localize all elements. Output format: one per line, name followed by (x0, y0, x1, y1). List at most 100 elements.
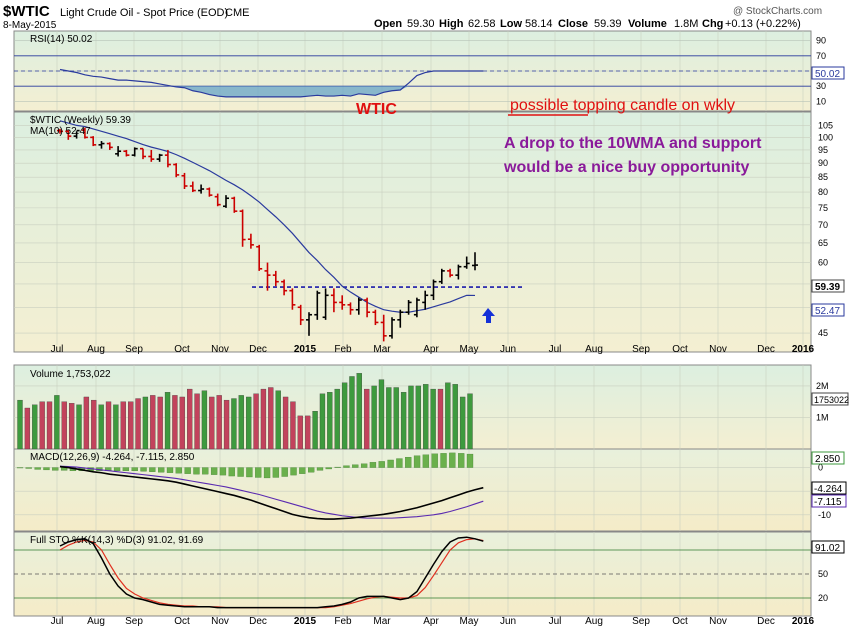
x-tick-label: Aug (585, 616, 603, 627)
volume-bar (105, 401, 112, 450)
volume-bar (142, 396, 149, 450)
volume-bar (378, 379, 385, 450)
price-tick-label: 70 (818, 220, 828, 230)
macd-histogram-bar (352, 464, 359, 468)
ohlc-bar (339, 295, 346, 310)
macd-histogram-bar (25, 467, 32, 469)
ohlc-bar (206, 187, 213, 197)
price-tick-label: 80 (818, 187, 828, 197)
chg-value: +0.13 (+0.22%) (725, 18, 801, 30)
x-tick-label: Apr (423, 616, 439, 627)
ohlc-bar (256, 244, 263, 271)
sto-legend: Full STO %K(14,3) %D(3) 91.02, 91.69 (30, 535, 204, 546)
volume-bar (268, 387, 274, 450)
open-label: Open (374, 18, 402, 30)
macd-histogram-bar (131, 467, 138, 472)
ohlc-bar (380, 314, 387, 342)
drop-annotation-line2: would be a nice buy opportunity (503, 159, 749, 176)
macd-legend: MACD(12,26,9) -4.264, -7.115, 2.850 (30, 452, 195, 463)
volume-bar (408, 385, 414, 450)
annotations: WTIC possible topping candle on wkly A d… (356, 97, 762, 323)
volume-value-tag (811, 392, 849, 406)
volume-bar (32, 404, 38, 450)
sto-value-tag (811, 540, 845, 554)
macd-tick-label: 0 (818, 463, 823, 473)
ohlc-bar (355, 297, 362, 315)
x-tick-label: Jul (549, 616, 562, 627)
up-arrow-icon (482, 308, 495, 323)
volume-bar (135, 398, 141, 450)
ohlc-bar (272, 270, 279, 287)
signal-value: -7.115 (814, 497, 842, 508)
volume-bar (68, 403, 75, 450)
volume-bar (216, 395, 222, 450)
volume-bar (386, 387, 392, 450)
sto-value: 91.02 (815, 543, 840, 554)
ohlc-bar (314, 290, 321, 320)
ohlc-bar (231, 196, 238, 213)
volume-bar (260, 388, 267, 450)
macd-histogram-bar (272, 467, 280, 478)
ohlc-bar (447, 268, 454, 278)
volume-bar (327, 392, 333, 450)
x-tick-label: Feb (334, 616, 352, 627)
x-tick-label: Oct (174, 616, 190, 627)
macd-value-tag (811, 481, 847, 495)
macd-histogram-bar (113, 467, 121, 472)
macd-tick-label: -10 (818, 510, 831, 520)
ohlc-bar (463, 256, 470, 269)
macd-histogram-bar (263, 467, 271, 479)
volume-bar (238, 395, 244, 450)
price-tick-label: 85 (818, 172, 828, 182)
macd-histogram-bar (290, 467, 297, 476)
volume-bar (91, 399, 97, 450)
macd-histogram-bar (149, 467, 156, 472)
price-tick-label: 75 (818, 203, 828, 213)
volume-bar (253, 393, 259, 450)
macd-histogram-bar (299, 467, 306, 474)
price-tick-label: 95 (818, 145, 828, 155)
x-tick-label: Mar (373, 344, 391, 355)
macd-histogram-bar (405, 456, 412, 468)
ohlc-bar (181, 172, 188, 190)
volume-bar (83, 396, 90, 450)
macd-layer (16, 452, 484, 520)
macd-histogram-bar (202, 467, 209, 475)
macd-histogram-bar (458, 453, 465, 468)
ohlc-bar (247, 233, 254, 249)
volume-bar (187, 388, 193, 450)
macd-histogram-bar (281, 467, 288, 477)
macd-histogram-bar (43, 467, 50, 471)
volume-bar (349, 376, 355, 450)
panel-frames (13, 30, 812, 617)
volume-bar (452, 384, 458, 450)
close-label: Close (558, 18, 588, 30)
axis-layer: Jul Aug Sep Oct Nov Dec 2015 Feb Mar Apr May Jun Jul… (51, 36, 833, 627)
volume-bar (400, 392, 407, 450)
volume-layer (17, 373, 473, 450)
macd-histogram-bar (246, 467, 253, 478)
macd-histogram-bar (325, 467, 332, 470)
stockcharts-credit: @ StockCharts.com (733, 6, 822, 17)
ohlc-bar (472, 252, 478, 271)
macd-histogram-bar (228, 467, 235, 477)
volume-bar (275, 390, 281, 450)
exchange-label: CME (225, 7, 249, 19)
sto-k-line (59, 536, 484, 609)
ohlc-bar (413, 297, 420, 318)
volume-bar (459, 396, 466, 450)
x-tick-label: May (460, 344, 479, 355)
rsi-value-tag (811, 66, 845, 80)
volume-bar (437, 388, 444, 450)
rsi-value: 50.02 (815, 69, 840, 80)
low-value: 58.14 (525, 18, 553, 30)
ma-value: 52.47 (815, 306, 840, 317)
ohlc-bar (214, 193, 221, 207)
macd-histogram-bar (387, 459, 394, 468)
volume-bar (423, 384, 429, 450)
macd-value: -4.264 (814, 484, 843, 495)
ma-value-tag (811, 303, 845, 317)
ohlc-bar (173, 163, 180, 178)
volume-bar (54, 395, 60, 450)
ohlc-bar (306, 312, 312, 336)
